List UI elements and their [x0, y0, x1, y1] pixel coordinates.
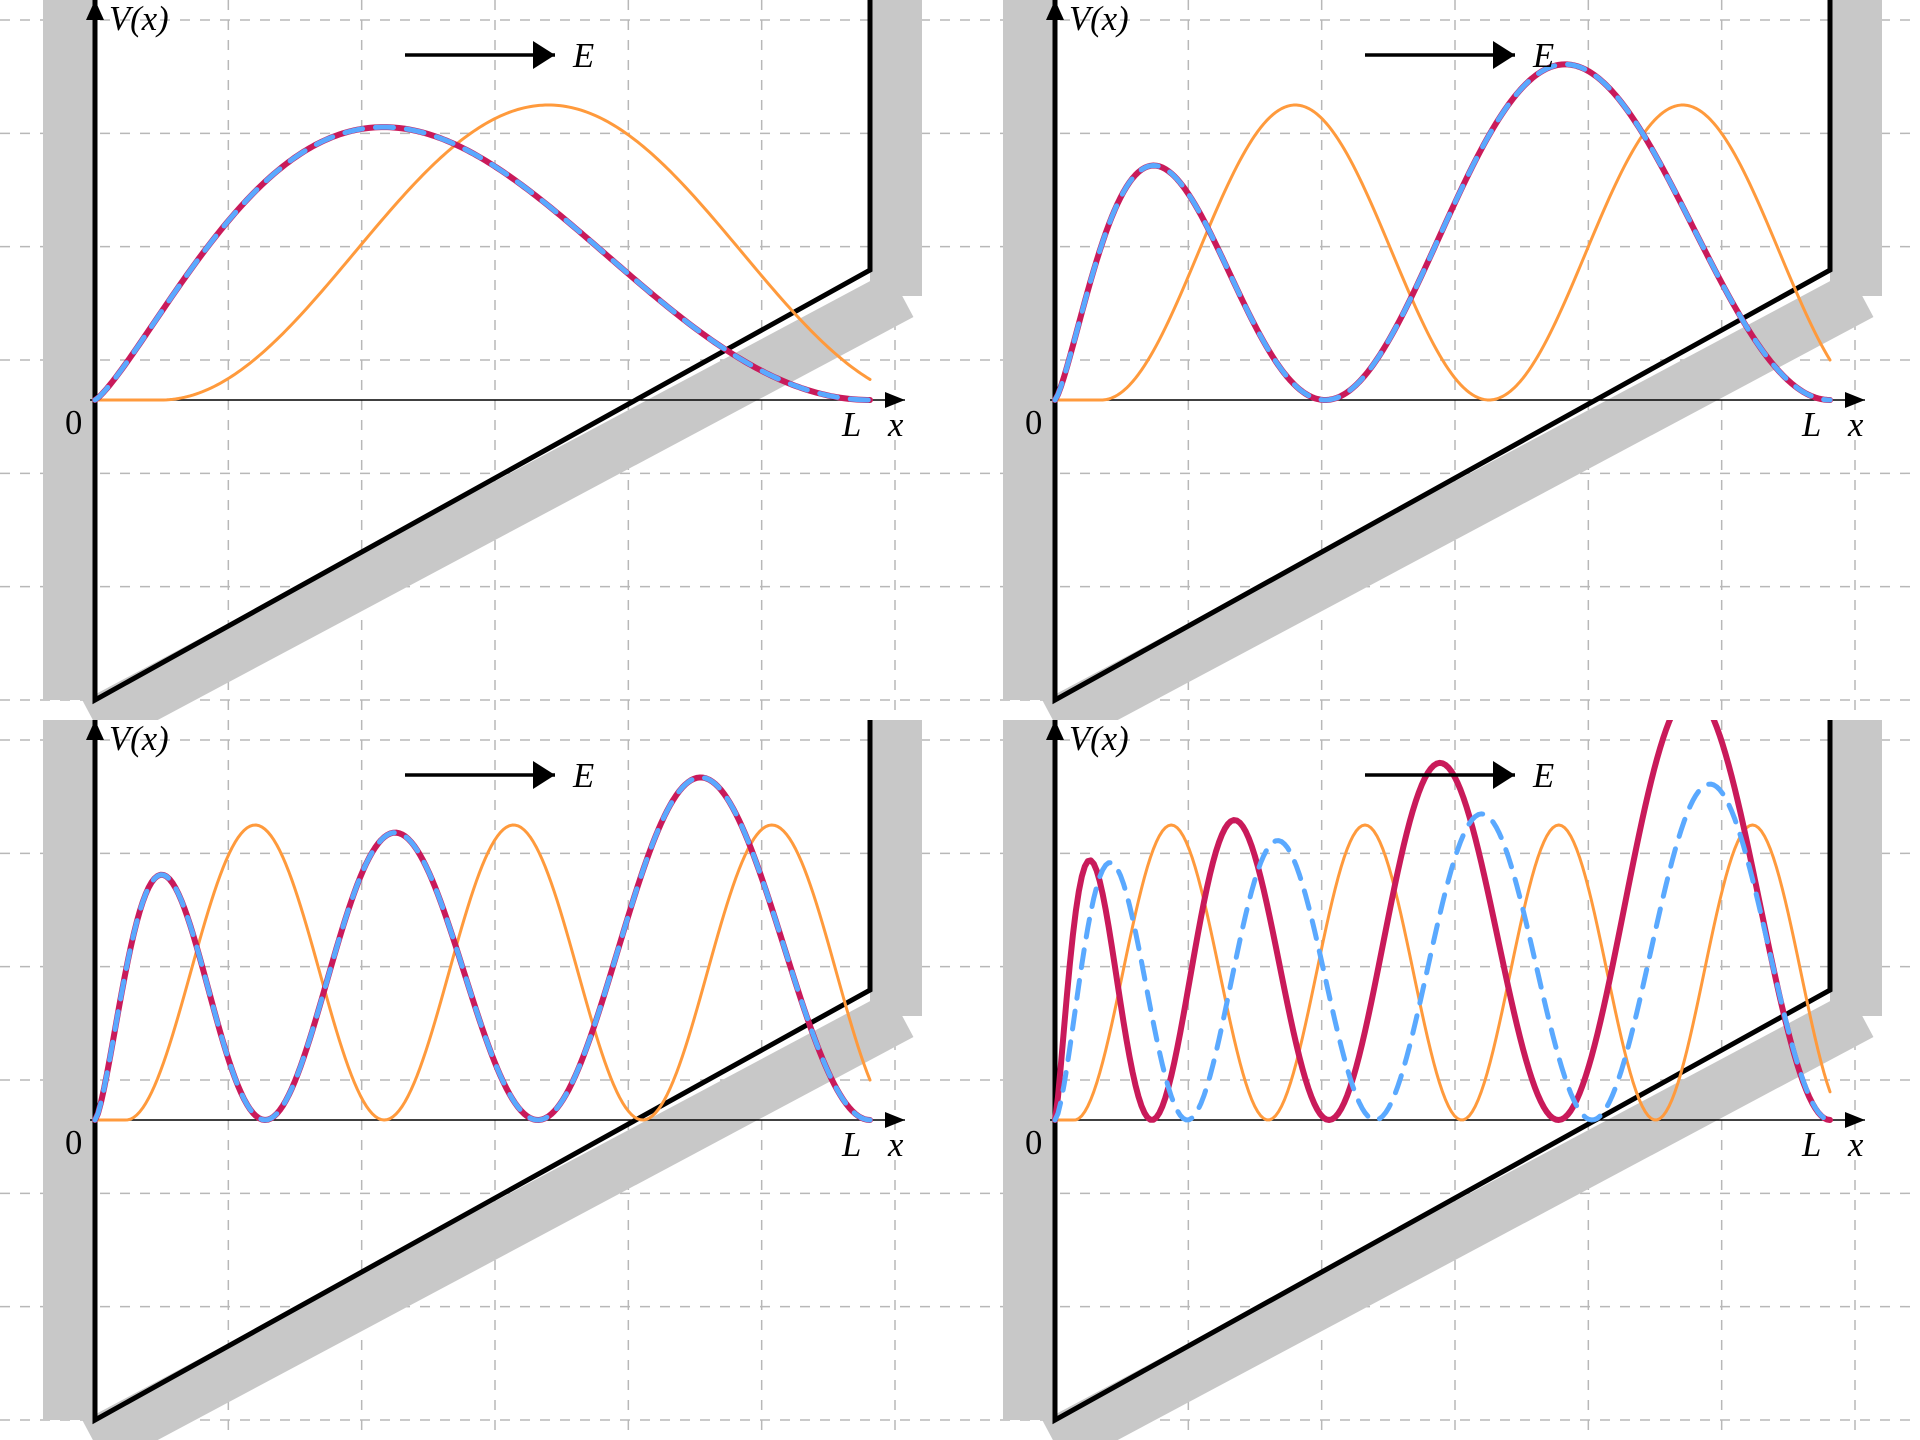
x-axis-label: x: [887, 1126, 904, 1164]
field-label: E: [572, 37, 594, 75]
wavefunction-curves: [1055, 720, 1830, 1120]
panel-n2: V(x) 0 Lx E: [960, 0, 1920, 720]
field-arrow: [405, 761, 555, 789]
panel-grid: V(x) 0 Lx E V(x) 0 Lx E V(x) 0 Lx E V(x) 0 Lx E: [0, 0, 1920, 1440]
panel-n3: V(x) 0 Lx E: [0, 720, 960, 1440]
y-axis-label: V(x): [1069, 720, 1129, 758]
x-axis-label: x: [1847, 406, 1864, 444]
origin-label: 0: [1025, 404, 1042, 442]
field-arrow: [405, 41, 555, 69]
origin-label: 0: [65, 1124, 82, 1162]
x-end-label: L: [1801, 406, 1821, 444]
x-end-label: L: [841, 1126, 861, 1164]
origin-label: 0: [65, 404, 82, 442]
panel-n1: V(x) 0 Lx E: [0, 0, 960, 720]
x-axis-label: x: [1847, 1126, 1864, 1164]
x-axis-label: x: [887, 406, 904, 444]
field-label: E: [1532, 757, 1554, 795]
curve-perturbed-exact: [1055, 720, 1830, 1120]
origin-label: 0: [1025, 1124, 1042, 1162]
y-axis-label: V(x): [1069, 0, 1129, 38]
field-arrow: [1365, 41, 1515, 69]
y-axis-label: V(x): [109, 720, 169, 758]
y-axis-label: V(x): [109, 0, 169, 38]
x-end-label: L: [1801, 1126, 1821, 1164]
field-label: E: [1532, 37, 1554, 75]
panel-n4: V(x) 0 Lx E: [960, 720, 1920, 1440]
field-label: E: [572, 757, 594, 795]
x-end-label: L: [841, 406, 861, 444]
